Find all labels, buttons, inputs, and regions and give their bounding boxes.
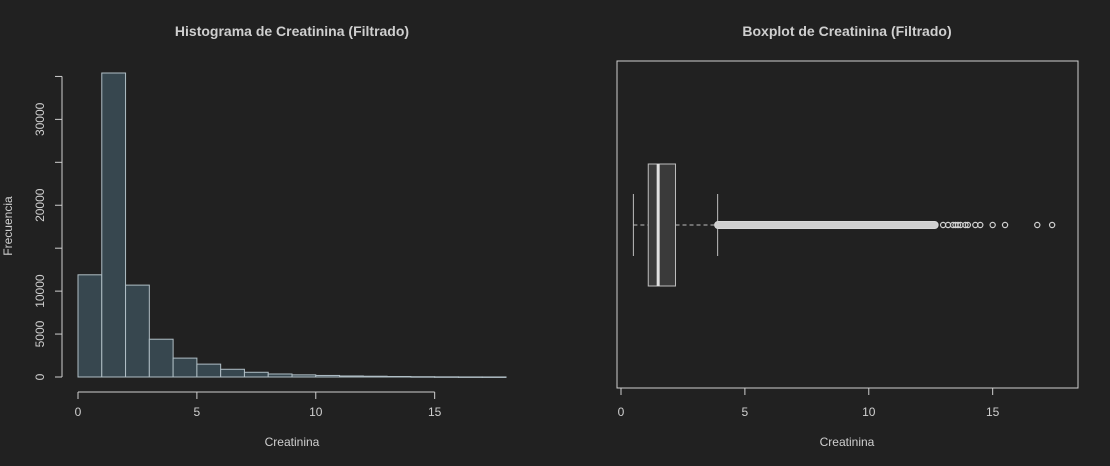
histogram-y-tick-label-1: 5000 [33, 320, 47, 347]
boxplot-outlier-13 [1048, 221, 1056, 229]
histogram-bars [77, 72, 507, 378]
boxplot-x-tick-label-2: 10 [862, 405, 876, 419]
boxplot-outlier-7 [964, 221, 972, 229]
boxplot-outlier-4 [954, 221, 962, 229]
boxplot-outlier-11 [1001, 221, 1009, 229]
histogram-bar-15 [434, 376, 459, 378]
histogram-title: Histograma de Creatinina (Filtrado) [175, 23, 409, 39]
boxplot-outlier-12 [1034, 221, 1041, 229]
histogram-y-label: Frecuencia [1, 196, 15, 256]
boxplot-outlier-10 [989, 221, 996, 229]
histogram-bar-0 [77, 274, 103, 378]
histogram-y-tick-label-3: 20000 [33, 188, 47, 222]
boxplot-title: Boxplot de Creatinina (Filtrado) [742, 23, 951, 39]
histogram-bar-9 [291, 374, 317, 378]
histogram-bar-12 [362, 375, 388, 378]
histogram-bar-17 [481, 376, 507, 378]
boxplot-panel: Boxplot de Creatinina (Filtrado) 0 5 10 15 … [616, 23, 1079, 449]
histogram-bar-5 [196, 363, 222, 378]
histogram-bar-6 [220, 368, 245, 378]
histogram-bar-4 [172, 357, 198, 378]
boxplot-x-axis: 0 5 10 15 [618, 387, 1000, 419]
boxplot-elements [632, 163, 1056, 287]
histogram-bar-1 [101, 72, 127, 378]
histogram-panel: Histograma de Creatinina (Filtrado) 0 5 10… [1, 23, 507, 449]
boxplot-box [647, 163, 677, 287]
histogram-bar-7 [243, 371, 269, 378]
histogram-bar-14 [410, 376, 436, 378]
histogram-bar-16 [457, 376, 483, 378]
histogram-y-tick-label-2: 10000 [33, 274, 47, 308]
boxplot-outlier-band [714, 221, 939, 229]
histogram-bar-8 [267, 373, 293, 378]
histogram-x-tick-label-3: 15 [428, 405, 442, 419]
histogram-x-axis: 0 5 10 15 [75, 391, 442, 419]
histogram-bar-3 [148, 338, 174, 378]
histogram-y-tick-label-0: 0 [33, 373, 47, 380]
boxplot-x-label: Creatinina [820, 435, 875, 449]
histogram-bar-10 [315, 374, 341, 378]
histogram-x-tick-label-0: 0 [75, 405, 82, 419]
histogram-x-label: Creatinina [265, 435, 320, 449]
histogram-bar-2 [125, 284, 150, 378]
histogram-x-tick-label-1: 5 [194, 405, 201, 419]
histogram-bar-11 [339, 375, 364, 378]
histogram-x-tick-label-2: 10 [309, 405, 323, 419]
boxplot-x-tick-label-1: 5 [742, 405, 749, 419]
boxplot-x-tick-label-0: 0 [618, 405, 625, 419]
histogram-y-tick-label-4: 30000 [33, 102, 47, 136]
boxplot-outlier-9 [977, 221, 984, 229]
boxplot-x-tick-label-3: 15 [986, 405, 1000, 419]
histogram-y-axis: 0 5000 10000 20000 30000 [33, 75, 63, 380]
boxplot-outlier-6 [962, 221, 969, 229]
histogram-bar-13 [386, 375, 412, 378]
